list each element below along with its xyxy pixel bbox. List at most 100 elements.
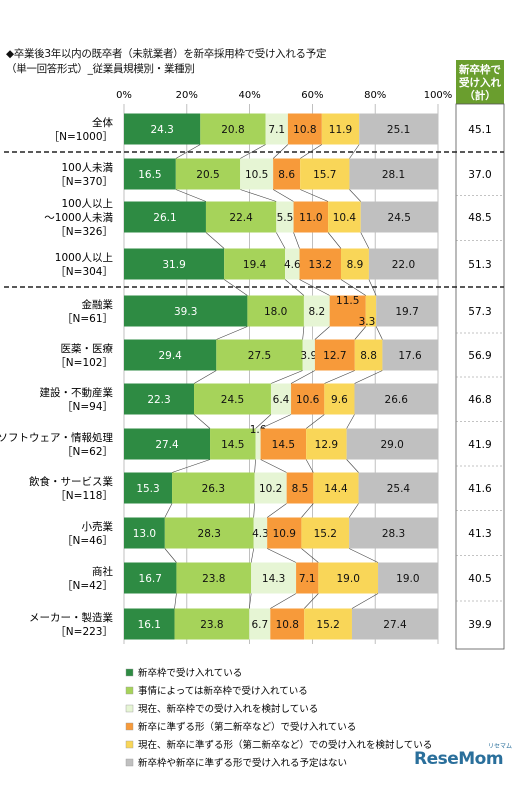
bar-segment [340, 248, 369, 280]
total-column-frame [455, 103, 505, 650]
bar-segment [382, 339, 438, 371]
bar-segment [286, 472, 314, 504]
bar-value-label: 8.6 [278, 169, 295, 181]
bar-segment [376, 295, 438, 327]
bar-segment [124, 383, 195, 415]
bar-segment [124, 517, 165, 549]
segment-connector [240, 189, 277, 202]
segment-connector [240, 144, 266, 159]
bar-value-label: 7.1 [268, 124, 285, 136]
total-value: 56.9 [468, 350, 491, 362]
legend-label: 新卒枠で受け入れている [138, 667, 242, 679]
bar-value-label: 10.4 [333, 212, 357, 224]
bar-value-label: 11.5 [336, 295, 359, 307]
bar-segment [175, 158, 241, 190]
segment-connector [193, 414, 211, 429]
bar-segment [267, 517, 302, 549]
x-tick-label: 100% [424, 90, 453, 101]
segment-connector [299, 144, 322, 159]
row-label: 全体 [92, 116, 113, 129]
bar-segment [368, 248, 438, 280]
segment-connector [360, 232, 370, 249]
segment-connector [272, 144, 289, 159]
segment-connector [260, 414, 292, 429]
row-label: 建設・不動産業 [40, 386, 114, 399]
bar-segment [164, 517, 254, 549]
bar-segment [318, 562, 379, 594]
bar-segment [270, 383, 292, 415]
bar-segment [291, 383, 325, 415]
bar-value-label: 8.8 [360, 350, 377, 362]
bar-segment [324, 383, 355, 415]
bar-value-label: 26.1 [153, 212, 176, 224]
row-label: 小売業 [82, 520, 114, 533]
bar-value-label: 10.8 [293, 124, 316, 136]
legend-swatch [125, 722, 134, 731]
segment-connector [349, 189, 361, 202]
bar-value-label: 6.4 [273, 394, 290, 406]
x-tick-label: 20% [176, 90, 198, 101]
segment-connector [272, 189, 294, 202]
segment-connector [340, 279, 366, 296]
total-value: 37.0 [468, 169, 491, 181]
brand-logo: ReseMom [414, 749, 504, 769]
bar-value-label: 28.3 [382, 528, 405, 540]
bar-value-label: 15.3 [136, 483, 159, 495]
bar-segment [249, 608, 271, 640]
bar-segment [299, 248, 341, 280]
bar-value-label: 16.7 [139, 573, 162, 585]
segment-connector [223, 279, 248, 296]
segment-connector [260, 459, 287, 473]
bar-value-label: 11.0 [299, 212, 322, 224]
bar-value-label: 12.7 [323, 350, 346, 362]
bar-segment [360, 201, 438, 233]
bar-segment [216, 339, 303, 371]
segment-connector [284, 279, 305, 296]
bar-segment [254, 472, 287, 504]
x-tick-label: 0% [116, 90, 132, 101]
total-value: 41.6 [468, 483, 492, 495]
segment-connector [171, 459, 211, 473]
bar-value-label: 3.9 [300, 350, 317, 362]
bar-value-label: 16.1 [138, 619, 161, 631]
segment-connector [368, 279, 377, 296]
legend-label: 現在、新卒枠での受け入れを検討している [138, 703, 318, 715]
segment-connector [254, 459, 256, 473]
bar-segment [359, 113, 438, 145]
bar-value-label: 19.4 [243, 259, 267, 271]
segment-connector [193, 370, 217, 384]
chart-title: ◆卒業後3年以内の既卒者（未就業者）を新卒採用枠で受け入れる予定 [6, 48, 327, 60]
segment-connector [302, 326, 305, 340]
total-header-label: 受け入れ [459, 76, 501, 89]
row-label: 飲食・サービス業 [29, 475, 113, 488]
segment-connector [248, 593, 252, 609]
total-value: 45.1 [468, 124, 491, 136]
row-label: ～1000人未満 [44, 212, 113, 224]
bar-segment [224, 248, 286, 280]
bar-segment [124, 428, 211, 460]
row-label: 医薬・医療 [61, 342, 114, 355]
bar-segment [354, 383, 438, 415]
bar-value-label: 24.5 [388, 212, 411, 224]
bar-value-label: 17.6 [398, 350, 422, 362]
bar-value-label: 22.4 [229, 212, 253, 224]
row-label: メーカー・製造業 [29, 611, 113, 624]
total-value: 51.3 [468, 259, 491, 271]
total-header-label: 新卒枠で [459, 63, 501, 76]
bar-value-label: 15.2 [316, 619, 339, 631]
bar-value-label: 19.0 [396, 573, 419, 585]
bar-value-label: 4.3 [252, 528, 269, 540]
segment-connector [301, 503, 314, 518]
bar-segment [293, 201, 329, 233]
bar-value-label: 13.0 [133, 528, 156, 540]
bar-value-label: 29.4 [158, 350, 182, 362]
bar-segment [255, 428, 261, 460]
x-tick-label: 80% [364, 90, 386, 101]
bar-value-label: 28.3 [198, 528, 221, 540]
bar-value-label: 24.3 [150, 124, 173, 136]
total-value: 39.9 [468, 619, 491, 631]
bar-value-label: 26.6 [385, 394, 409, 406]
row-label: 100人以上 [61, 198, 113, 210]
segment-connector [304, 593, 319, 609]
bar-value-label: 3.3 [359, 316, 376, 328]
